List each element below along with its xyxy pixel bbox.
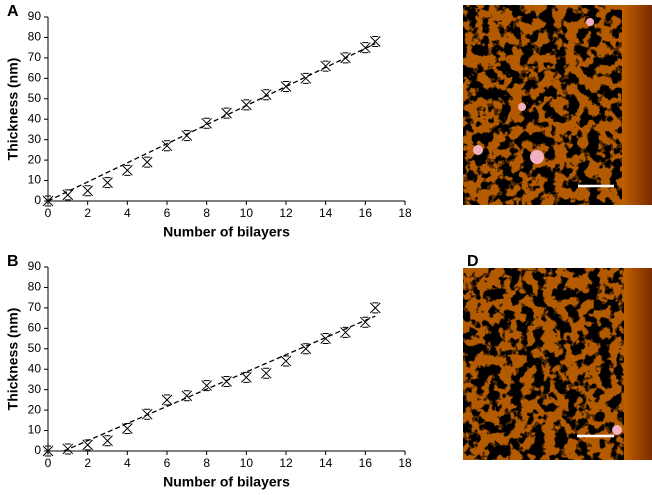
data-point (181, 390, 193, 402)
y-tick-label: 30 (28, 132, 42, 146)
y-tick-label: 50 (28, 91, 42, 105)
data-point (359, 42, 371, 54)
y-tick-label: 60 (28, 71, 42, 85)
y-tick-label: 50 (28, 341, 42, 355)
panel-label: C (467, 3, 479, 20)
y-axis-title: Thickness (nm) (5, 58, 21, 161)
data-point (161, 140, 173, 152)
x-tick-label: 2 (84, 206, 91, 220)
y-tick-label: 70 (28, 300, 42, 314)
x-tick-label: 10 (240, 456, 254, 470)
y-tick-label: 0 (34, 443, 41, 457)
afm-image-d (463, 268, 652, 460)
x-tick-label: 16 (359, 456, 373, 470)
x-tick-label: 4 (124, 456, 131, 470)
x-tick-label: 4 (124, 206, 131, 220)
data-point (320, 333, 332, 345)
data-point (240, 99, 252, 111)
data-point (221, 375, 232, 387)
x-tick-label: 0 (45, 206, 52, 220)
x-tick-label: 6 (164, 206, 171, 220)
data-point (62, 443, 74, 455)
data-point (102, 435, 113, 447)
data-point (121, 423, 133, 435)
data-point (141, 408, 153, 420)
data-point (340, 52, 351, 64)
data-point (300, 72, 312, 84)
data-point (141, 156, 153, 168)
x-tick-label: 16 (359, 206, 373, 220)
data-point (320, 60, 332, 72)
y-tick-label: 70 (28, 50, 42, 64)
trendline (47, 42, 376, 202)
data-point (280, 81, 292, 93)
y-tick-label: 30 (28, 382, 42, 396)
y-tick-label: 10 (28, 173, 42, 187)
x-axis-title: Number of bilayers (163, 224, 290, 240)
y-tick-label: 80 (28, 30, 42, 44)
y-tick-label: 20 (28, 402, 42, 416)
y-axis-title: Thickness (nm) (5, 308, 21, 411)
data-point (181, 130, 193, 142)
data-point (102, 177, 113, 189)
data-point (62, 189, 74, 201)
x-tick-label: 12 (279, 206, 293, 220)
trendline (63, 315, 376, 452)
x-tick-label: 2 (84, 456, 91, 470)
panel-label: B (7, 253, 19, 270)
data-point (340, 326, 351, 338)
data-point (121, 164, 133, 176)
y-tick-label: 60 (28, 321, 42, 335)
data-point (300, 343, 312, 355)
data-point (161, 394, 173, 406)
data-point (280, 355, 292, 367)
y-tick-label: 40 (28, 111, 42, 125)
y-tick-label: 40 (28, 361, 42, 375)
x-tick-label: 6 (164, 456, 171, 470)
y-tick-label: 10 (28, 423, 42, 437)
data-point (260, 89, 272, 101)
x-tick-label: 8 (203, 206, 210, 220)
data-point (42, 445, 54, 457)
y-tick-label: 20 (28, 152, 42, 166)
data-point (82, 439, 94, 451)
data-point (240, 371, 252, 383)
x-tick-label: 18 (398, 206, 412, 220)
data-point (82, 185, 94, 197)
x-tick-label: 0 (45, 456, 52, 470)
panel-label: D (467, 253, 479, 270)
x-tick-label: 18 (398, 456, 412, 470)
y-tick-label: 80 (28, 280, 42, 294)
data-point (221, 107, 232, 119)
y-tick-label: 90 (28, 9, 42, 23)
data-point (369, 36, 381, 48)
data-point (201, 380, 213, 392)
x-tick-label: 12 (279, 456, 293, 470)
y-tick-label: 90 (28, 259, 42, 273)
data-point (42, 195, 54, 207)
data-point (260, 367, 272, 379)
x-tick-label: 14 (319, 206, 333, 220)
x-axis-title: Number of bilayers (163, 474, 290, 490)
y-tick-label: 0 (34, 193, 41, 207)
x-tick-label: 14 (319, 456, 333, 470)
data-point (359, 316, 371, 328)
x-tick-label: 8 (203, 456, 210, 470)
panel-label: A (7, 3, 19, 20)
data-point (201, 117, 213, 129)
data-point (369, 302, 381, 314)
afm-image-c (463, 5, 652, 205)
x-tick-label: 10 (240, 206, 254, 220)
